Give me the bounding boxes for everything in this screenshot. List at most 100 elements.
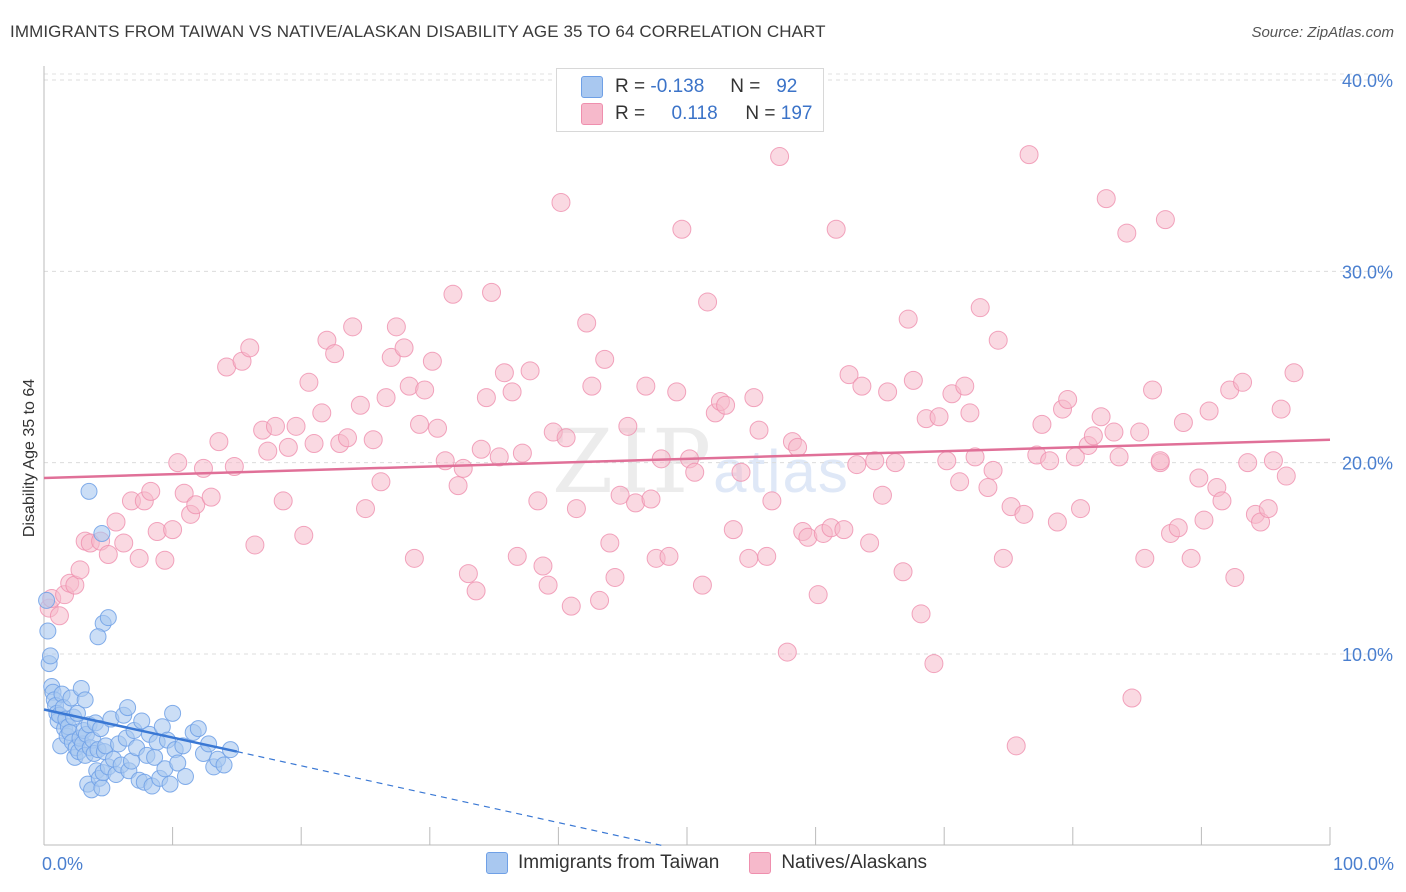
taiwan-point xyxy=(99,609,117,627)
native-point xyxy=(489,447,509,467)
taiwan-trend-extension xyxy=(236,750,662,846)
native-point xyxy=(343,317,363,337)
legend-r-label: R = xyxy=(615,103,646,124)
native-point xyxy=(960,403,980,423)
y-axis-label: Disability Age 35 to 64 xyxy=(21,379,38,537)
trend-lines xyxy=(43,438,1331,846)
legend-r-label: R = xyxy=(615,76,646,97)
y-tick-label: 10.0% xyxy=(1342,645,1393,665)
native-point xyxy=(556,428,576,448)
native-points xyxy=(39,145,1304,756)
native-point xyxy=(618,416,638,436)
native-point xyxy=(1096,189,1116,209)
native-point xyxy=(903,370,923,390)
native-point xyxy=(1263,451,1283,471)
legend-swatch-native xyxy=(581,103,603,125)
native-point xyxy=(605,567,625,587)
native-point xyxy=(350,395,370,415)
native-point xyxy=(394,338,414,358)
native-point xyxy=(1083,426,1103,446)
native-point xyxy=(502,382,522,402)
bottom-legend-swatch-taiwan xyxy=(486,852,508,874)
native-point xyxy=(1150,451,1170,471)
taiwan-point xyxy=(169,754,187,772)
native-point xyxy=(878,382,898,402)
native-point xyxy=(114,533,134,553)
native-point xyxy=(731,462,751,482)
native-point xyxy=(312,403,332,423)
native-point xyxy=(106,512,126,532)
native-point xyxy=(1284,363,1304,383)
native-point xyxy=(386,317,406,337)
taiwan-point xyxy=(93,779,111,797)
native-point xyxy=(1276,466,1296,486)
native-point xyxy=(1130,422,1150,442)
taiwan-point xyxy=(189,720,207,738)
native-point xyxy=(757,546,777,566)
native-point xyxy=(834,520,854,540)
native-point xyxy=(1014,504,1034,524)
native-point xyxy=(278,437,298,457)
native-point xyxy=(528,491,548,511)
y-tick-label: 30.0% xyxy=(1342,262,1393,282)
native-point xyxy=(209,432,229,452)
native-point xyxy=(978,478,998,498)
native-point xyxy=(590,590,610,610)
native-point xyxy=(672,219,692,239)
chart-title: IMMIGRANTS FROM TAIWAN VS NATIVE/ALASKAN… xyxy=(10,22,826,41)
taiwan-points xyxy=(38,482,239,799)
axes xyxy=(43,66,1331,846)
native-point xyxy=(376,388,396,408)
native-point xyxy=(1189,468,1209,488)
native-point xyxy=(685,462,705,482)
native-point xyxy=(1225,567,1245,587)
native-point xyxy=(577,313,597,333)
native-point xyxy=(512,443,532,463)
x-tick-label-max: 100.0% xyxy=(1333,854,1394,874)
native-point xyxy=(566,499,586,519)
native-point xyxy=(448,476,468,496)
taiwan-point xyxy=(41,647,59,665)
native-point xyxy=(1019,145,1039,165)
native-point xyxy=(950,472,970,492)
native-point xyxy=(808,585,828,605)
native-point xyxy=(1135,548,1155,568)
native-point xyxy=(1047,512,1067,532)
native-point xyxy=(1058,390,1078,410)
native-point xyxy=(988,330,1008,350)
taiwan-point xyxy=(76,691,94,709)
native-point xyxy=(739,548,759,568)
native-point xyxy=(937,451,957,471)
native-point xyxy=(1006,736,1026,756)
native-point xyxy=(600,533,620,553)
native-point xyxy=(186,495,206,515)
native-point xyxy=(839,365,859,385)
native-point xyxy=(294,525,314,545)
native-point xyxy=(258,441,278,461)
native-point xyxy=(476,388,496,408)
native-point xyxy=(174,483,194,503)
native-point xyxy=(538,575,558,595)
native-point xyxy=(1122,688,1142,708)
native-point xyxy=(641,489,661,509)
native-point xyxy=(1181,548,1201,568)
native-point xyxy=(924,654,944,674)
native-point xyxy=(965,447,985,467)
legend-row-native: R = 0.118 N = 197 xyxy=(581,101,812,127)
native-point xyxy=(273,491,293,511)
native-point xyxy=(1091,407,1111,427)
legend: R = -0.138 N = 92 R = 0.118 N = 197 xyxy=(556,68,824,132)
native-point xyxy=(698,292,718,312)
taiwan-point xyxy=(215,756,233,774)
native-point xyxy=(494,363,514,383)
native-point xyxy=(520,361,540,381)
legend-row-taiwan: R = -0.138 N = 92 xyxy=(581,74,797,100)
native-point xyxy=(482,282,502,302)
source-label: Source: ZipAtlas.com xyxy=(1251,24,1394,41)
native-point xyxy=(561,596,581,616)
native-point xyxy=(788,437,808,457)
native-point xyxy=(193,458,213,478)
native-point xyxy=(852,376,872,396)
taiwan-point xyxy=(80,482,98,500)
taiwan-trend-line xyxy=(43,708,238,753)
